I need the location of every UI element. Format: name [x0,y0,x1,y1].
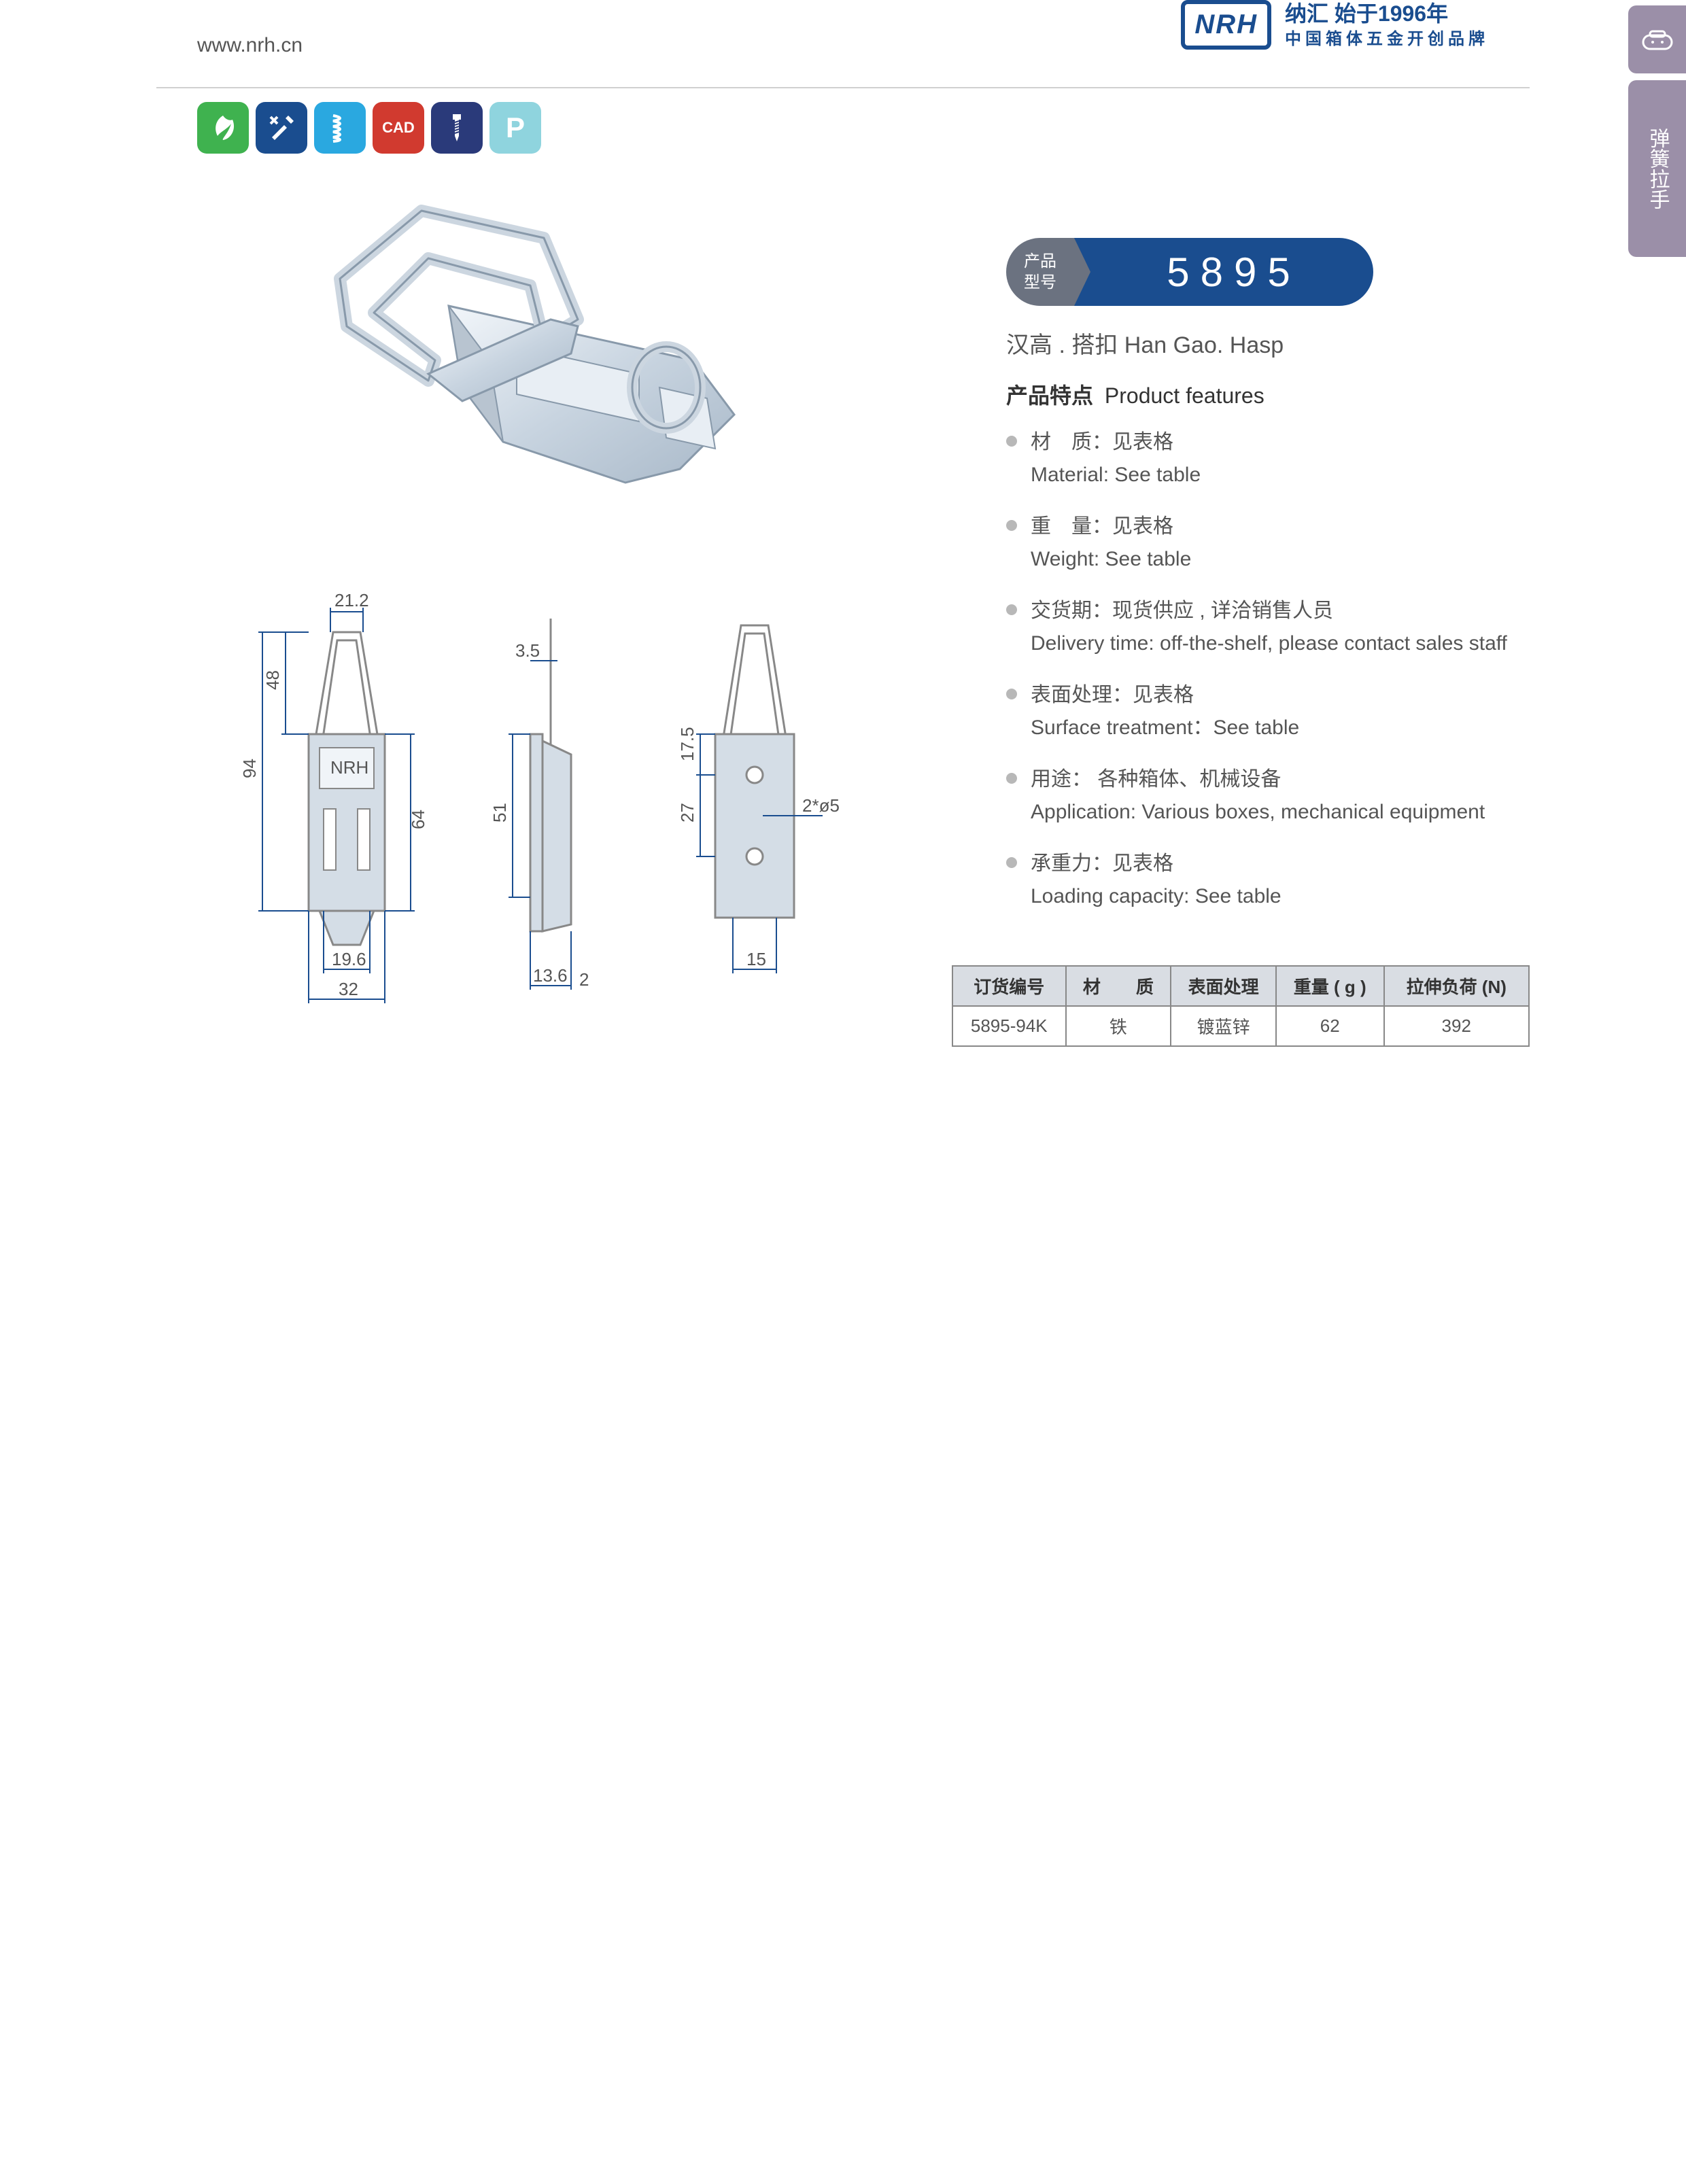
dim-upper-h: 48 [262,670,283,690]
feature-en: Delivery time: off-the-shelf, please con… [1031,627,1523,660]
dim-base-w: 32 [339,979,358,999]
svg-text:NRH: NRH [330,757,368,778]
features-title: 产品特点 Product features [1006,379,1523,410]
dim-mid-h: 51 [489,803,510,822]
features-title-en: Product features [1105,383,1264,408]
dim-side-gap: 2 [579,969,589,990]
nrh-logo: NRH [1181,0,1271,50]
feature-item: 交货期：现货供应 , 详洽销售人员 Delivery time: off-the-… [1006,595,1523,660]
page-header: www.nrh.cn NRH 纳汇 始于1996年 中国箱体五金开创品牌 [156,0,1530,88]
td: 5895-94K [952,1006,1066,1046]
th: 表面处理 [1171,966,1276,1006]
td: 铁 [1066,1006,1171,1046]
brand-block: NRH 纳汇 始于1996年 中国箱体五金开创品牌 [1181,0,1489,50]
tools-icon[interactable] [256,102,307,154]
td: 392 [1384,1006,1530,1046]
p-icon[interactable]: P [489,102,541,154]
model-label: 产品 型号 [1006,238,1074,306]
spring-icon[interactable] [314,102,366,154]
p-label: P [506,111,525,144]
feature-en: Loading capacity: See table [1031,880,1523,913]
th: 拉伸负荷 (N) [1384,966,1530,1006]
th: 材 质 [1066,966,1171,1006]
brand-tagline-bottom: 中国箱体五金开创品牌 [1285,29,1489,50]
feature-item: 重 量：见表格 Weight: See table [1006,510,1523,576]
dim-r-h2: 27 [677,803,698,822]
model-row: 产品 型号 5895 [1006,238,1523,306]
table-row: 5895-94K 铁 镀蓝锌 62 392 [952,1006,1529,1046]
eco-icon[interactable] [197,102,249,154]
feature-item: 用途： 各种箱体、机械设备 Application: Various boxes,… [1006,763,1523,829]
cad-icon[interactable]: CAD [373,102,424,154]
features-list: 材 质：见表格 Material: See table 重 量：见表格 Weight… [1006,426,1523,913]
product-subtitle: 汉高 . 搭扣 Han Gao. Hasp [1006,326,1523,360]
dim-lower-h: 64 [408,810,428,829]
dim-side-base: 13.6 [533,965,568,986]
screw-icon[interactable] [431,102,483,154]
feature-item: 材 质：见表格 Material: See table [1006,426,1523,491]
feature-cn: 交货期：现货供应 , 详洽销售人员 [1031,600,1333,622]
th: 重量 ( g ) [1276,966,1384,1006]
feature-item: 表面处理：见表格 Surface treatment：See table [1006,679,1523,744]
feature-cn: 重 量：见表格 [1031,515,1173,538]
dim-top-width: 21.2 [334,590,369,610]
model-number: 5895 [1074,238,1373,306]
feature-cn: 用途： 各种箱体、机械设备 [1031,768,1281,791]
product-info-panel: 产品 型号 5895 汉高 . 搭扣 Han Gao. Hasp 产品特点 Pr… [1006,238,1523,932]
model-label-l1: 产品 [1024,251,1056,272]
dim-r-h1: 17.5 [677,727,698,761]
feature-cn: 承重力：见表格 [1031,852,1173,875]
website-url: www.nrh.cn [197,34,303,57]
td: 镀蓝锌 [1171,1006,1276,1046]
dim-thick: 3.5 [515,640,540,661]
spec-table-wrap: 订货编号 材 质 表面处理 重量 ( g ) 拉伸负荷 (N) 5895-94K… [952,965,1530,1047]
product-isometric-image [258,184,836,537]
side-tabs: 弹簧拉手 [1628,5,1686,264]
feature-en: Material: See table [1031,459,1523,491]
dim-total-h: 94 [239,759,260,778]
features-title-cn: 产品特点 [1006,383,1093,408]
model-label-l2: 型号 [1024,272,1056,293]
table-header-row: 订货编号 材 质 表面处理 重量 ( g ) 拉伸负荷 (N) [952,966,1529,1006]
dim-holes: 2*ø5 [802,795,840,816]
feature-en: Weight: See table [1031,543,1523,576]
th: 订货编号 [952,966,1066,1006]
feature-cn: 材 质：见表格 [1031,431,1173,453]
side-tab-label: 弹簧拉手 [1643,128,1672,209]
td: 62 [1276,1006,1384,1046]
feature-en: Application: Various boxes, mechanical e… [1031,796,1523,829]
brand-text: 纳汇 始于1996年 中国箱体五金开创品牌 [1285,0,1489,50]
feature-cn: 表面处理：见表格 [1031,684,1194,706]
technical-drawing: NRH 21.2 48 94 64 19.6 32 3.5 [197,564,850,1026]
spec-table: 订货编号 材 质 表面处理 重量 ( g ) 拉伸负荷 (N) 5895-94K… [952,965,1530,1047]
side-tab-icon[interactable] [1628,5,1686,73]
feature-icon-row: CAD P [197,102,541,154]
dim-r-base: 15 [746,949,766,969]
dim-inner-w: 19.6 [332,949,366,969]
feature-en: Surface treatment：See table [1031,712,1523,744]
hasp-small-icon [1640,26,1674,53]
side-tab-category[interactable]: 弹簧拉手 [1628,80,1686,257]
brand-tagline-top: 纳汇 始于1996年 [1285,0,1489,29]
feature-item: 承重力：见表格 Loading capacity: See table [1006,848,1523,913]
cad-label: CAD [382,119,415,137]
